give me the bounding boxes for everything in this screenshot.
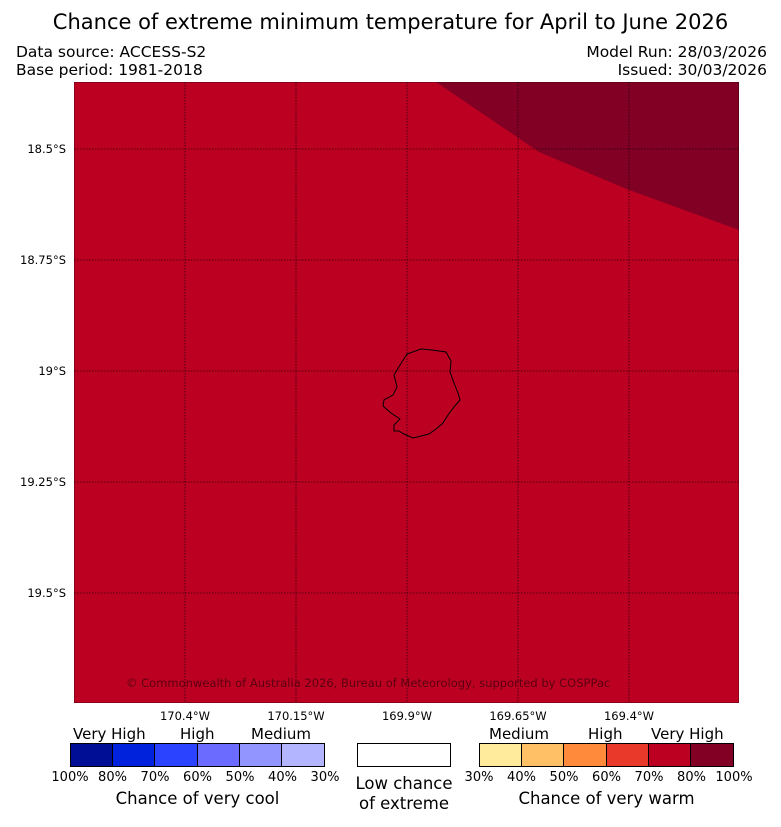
legend-cool-swatch-3 xyxy=(197,744,240,766)
legend-cool-swatch-0 xyxy=(71,744,114,766)
lon-label: 169.65°W xyxy=(489,709,547,723)
run-info: Model Run: 28/03/2026 Issued: 30/03/2026 xyxy=(586,43,767,79)
legend-warm-tick-label: 100% xyxy=(715,770,753,785)
probability-map: © Commonwealth of Australia 2026, Bureau… xyxy=(74,82,739,703)
legend-cool-very-high: Very High xyxy=(73,725,146,743)
model-run: Model Run: 28/03/2026 xyxy=(586,43,767,61)
legend-warm-swatch-0 xyxy=(480,744,523,766)
legend-cool-swatch-4 xyxy=(239,744,282,766)
legend-warm-tick-label: 80% xyxy=(677,770,706,785)
legend-cool-tick-label: 30% xyxy=(310,770,340,785)
legend-cool-swatch-2 xyxy=(155,744,198,766)
legend-cool-tick-label: 40% xyxy=(268,770,297,785)
legend-warm-swatch-5 xyxy=(690,744,734,766)
legend-low-chance-line1: Low chance xyxy=(355,774,453,793)
lat-label: 19.5°S xyxy=(27,586,66,600)
legend-warm-tick-label: 70% xyxy=(634,770,664,785)
legend-cool-tick-label: 60% xyxy=(183,770,212,785)
legend-warm-colorbar xyxy=(479,743,734,767)
lon-label: 170.15°W xyxy=(267,709,325,723)
legend-cool-tick-label: 50% xyxy=(225,770,255,785)
lat-label: 18.5°S xyxy=(27,142,66,156)
legend-cool-colorbar xyxy=(70,743,325,767)
legend-cool-tick-label: 80% xyxy=(98,770,127,785)
legend-warm-tick-label: 60% xyxy=(592,770,621,785)
legend-cool-high: High xyxy=(180,725,215,743)
legend-warm-swatch-4 xyxy=(648,744,691,766)
legend-cool-caption: Chance of very cool xyxy=(115,789,280,808)
legend-low-chance-line2: of extreme xyxy=(358,794,450,813)
lon-label: 169.9°W xyxy=(381,709,433,723)
graticule xyxy=(74,82,739,703)
legend-warm-swatch-3 xyxy=(606,744,649,766)
legend-cool-tick-label: 100% xyxy=(51,770,89,785)
map-title: Chance of extreme minimum temperature fo… xyxy=(52,10,729,34)
legend-warm-swatch-1 xyxy=(522,744,565,766)
legend-cool-tick-label: 70% xyxy=(140,770,170,785)
legend-warm-medium: Medium xyxy=(489,725,549,743)
legend-cool-swatch-1 xyxy=(113,744,156,766)
legend-cool-medium: Medium xyxy=(251,725,311,743)
lat-label: 19.25°S xyxy=(20,475,66,489)
region-very-high-probability xyxy=(436,82,739,230)
lon-label: 170.4°W xyxy=(159,709,211,723)
legend-cool-swatch-5 xyxy=(281,744,325,766)
legend-low-chance-swatch xyxy=(357,743,451,767)
legend-low-chance-label: Low chance of extreme xyxy=(340,774,468,814)
lat-label: 18.75°S xyxy=(20,253,66,267)
copyright-notice: © Commonwealth of Australia 2026, Bureau… xyxy=(126,676,610,690)
lon-label: 169.4°W xyxy=(603,709,655,723)
legend-warm-high: High xyxy=(588,725,623,743)
base-period: Base period: 1981-2018 xyxy=(16,61,203,79)
island-coastline xyxy=(382,348,461,439)
legend-warm-very-high: Very High xyxy=(651,725,724,743)
legend-warm-caption: Chance of very warm xyxy=(518,789,695,808)
legend-warm-tick-label: 30% xyxy=(464,770,494,785)
lat-label: 19°S xyxy=(38,364,66,378)
legend-warm-tick-label: 40% xyxy=(507,770,536,785)
data-source: Data source: ACCESS-S2 xyxy=(16,43,207,61)
source-info: Data source: ACCESS-S2 Base period: 1981… xyxy=(16,43,206,79)
legend-warm-swatch-2 xyxy=(564,744,607,766)
issued-date: Issued: 30/03/2026 xyxy=(617,61,767,79)
legend-warm-tick-label: 50% xyxy=(549,770,579,785)
